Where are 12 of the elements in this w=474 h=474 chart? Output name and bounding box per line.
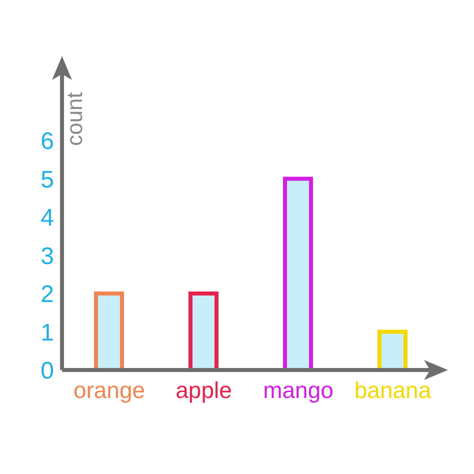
y-tick-label: 3 <box>40 242 54 270</box>
y-tick-label: 1 <box>40 319 54 346</box>
x-tick-label: orange <box>73 377 146 403</box>
x-tick-label: apple <box>176 377 232 403</box>
y-tick-label: 6 <box>40 128 54 156</box>
y-tick-label: 2 <box>40 281 54 308</box>
y-tick-label: 5 <box>40 166 54 194</box>
y-tick-label: 0 <box>40 358 54 385</box>
y-axis-title: count <box>62 92 87 146</box>
y-tick-label: 4 <box>40 204 54 232</box>
x-tick-label: banana <box>354 377 432 403</box>
x-tick-label: mango <box>263 377 334 403</box>
